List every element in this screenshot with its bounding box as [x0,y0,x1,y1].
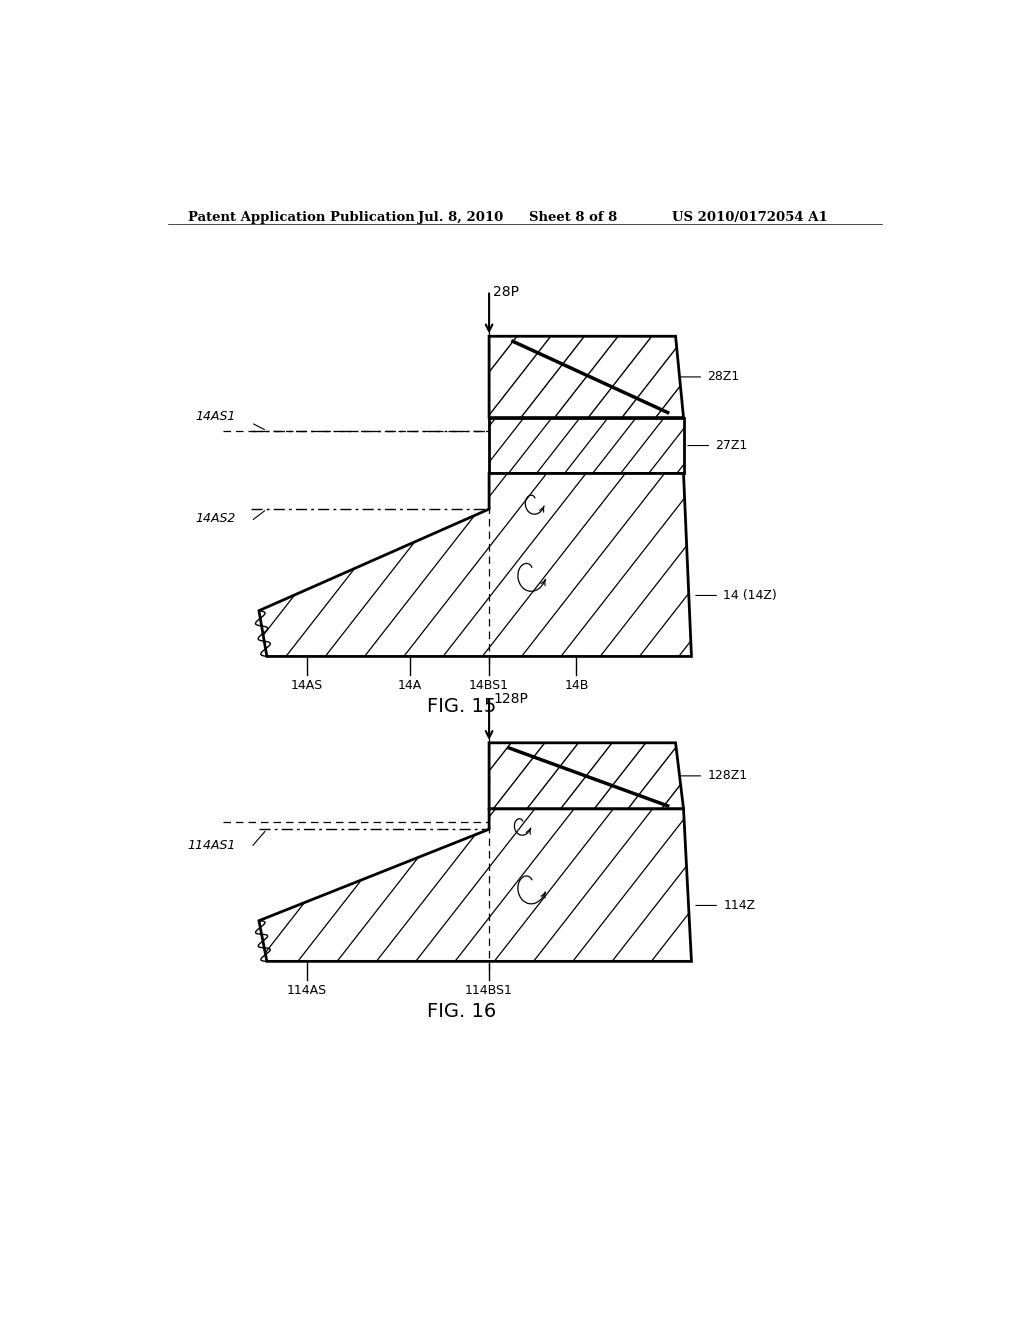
Text: 128P: 128P [494,692,528,706]
Text: 14AS: 14AS [291,678,323,692]
Text: 14A: 14A [397,678,422,692]
Text: 14 (14Z): 14 (14Z) [723,589,777,602]
Polygon shape [489,337,684,417]
Text: 27Z1: 27Z1 [715,440,748,451]
Text: Jul. 8, 2010: Jul. 8, 2010 [418,211,503,224]
Text: 114AS1: 114AS1 [187,840,236,853]
Text: 14AS2: 14AS2 [196,512,236,525]
Text: 14B: 14B [564,678,589,692]
Text: 114AS: 114AS [287,983,327,997]
Polygon shape [489,417,684,474]
Text: Patent Application Publication: Patent Application Publication [187,211,415,224]
Text: FIG. 15: FIG. 15 [427,697,496,715]
Text: 28P: 28P [494,285,519,300]
Text: 28Z1: 28Z1 [708,371,739,383]
Text: Sheet 8 of 8: Sheet 8 of 8 [528,211,617,224]
Text: 114Z: 114Z [723,899,756,912]
Polygon shape [259,474,691,656]
Text: 128Z1: 128Z1 [708,770,748,783]
Text: 14AS1: 14AS1 [196,409,236,422]
Text: FIG. 16: FIG. 16 [427,1002,496,1020]
Polygon shape [489,743,684,809]
Text: 114BS1: 114BS1 [465,983,513,997]
Text: US 2010/0172054 A1: US 2010/0172054 A1 [672,211,827,224]
Text: 14BS1: 14BS1 [469,678,509,692]
Polygon shape [259,809,691,961]
